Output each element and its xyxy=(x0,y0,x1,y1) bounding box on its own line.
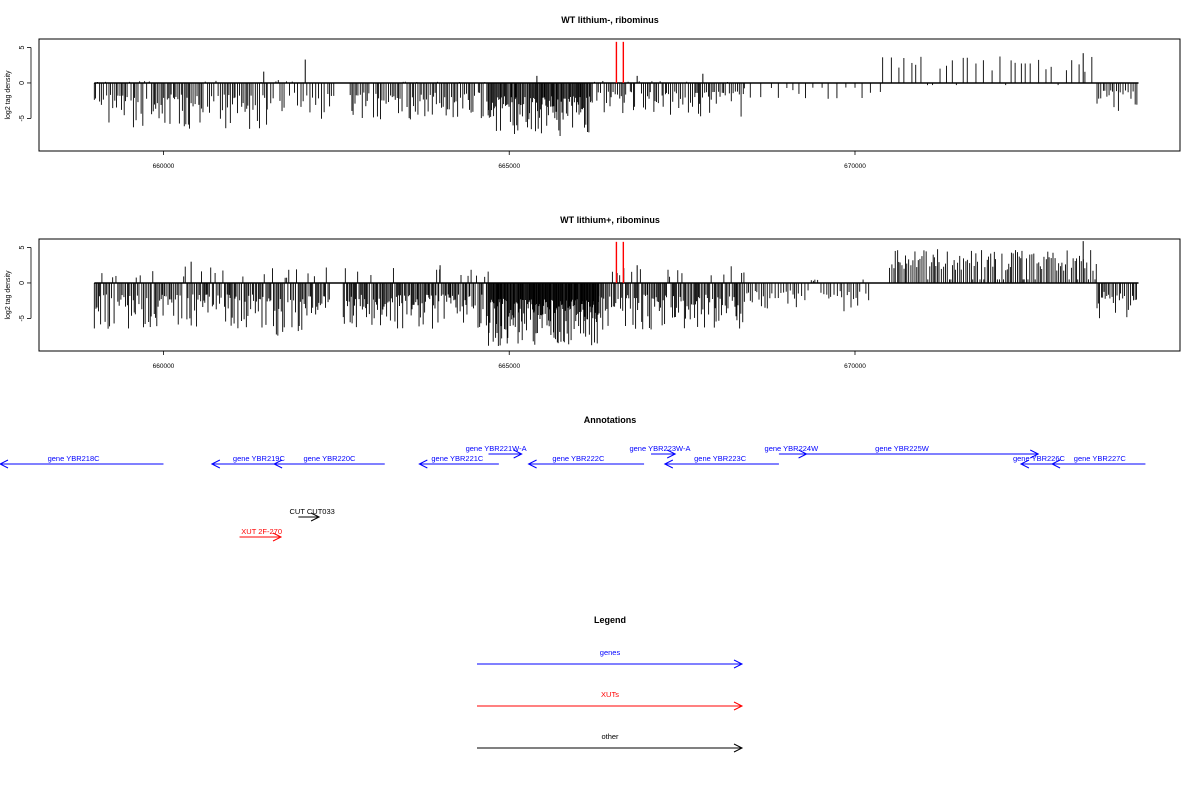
feature-arrow-head xyxy=(0,459,9,469)
x-tick-label: 660000 xyxy=(153,363,175,370)
track-panel-lithium-plus: WT lithium+, ribominus log2 tag density … xyxy=(5,215,1181,370)
feature-label: gene YBR219C xyxy=(233,454,286,463)
feature-arrow-head xyxy=(1050,459,1061,469)
y-axis-label: log2 tag density xyxy=(5,70,12,120)
legend-label: genes xyxy=(600,648,621,657)
feature-gene-ybr223w-a: gene YBR223W-A xyxy=(629,444,690,459)
y-tick-label: 5 xyxy=(19,45,26,49)
feature-arrow-head xyxy=(310,512,321,522)
feature-gene-ybr225w: gene YBR225W xyxy=(806,444,1040,459)
feature-label: CUT CUT033 xyxy=(290,507,335,516)
feature-label: gene YBR223W-A xyxy=(629,444,690,453)
feature-gene-ybr224w: gene YBR224W xyxy=(765,444,820,459)
legend-item-xuts: XUTs xyxy=(477,690,744,711)
feature-label: gene YBR226C xyxy=(1013,454,1066,463)
bar-series xyxy=(93,241,1139,346)
feature-arrow-head xyxy=(527,459,537,469)
feature-arrow-head xyxy=(1019,459,1030,469)
legend-swatch-arrowhead xyxy=(733,743,744,753)
feature-label: gene YBR227C xyxy=(1074,454,1127,463)
feature-arrows: gene YBR218C gene YBR219C gene YBR220C gene… xyxy=(0,444,1146,542)
feature-gene-ybr221c: gene YBR221C xyxy=(418,454,499,469)
y-tick-label: 0 xyxy=(19,281,26,285)
x-tick-label: 670000 xyxy=(844,163,866,170)
y-tick-label: 5 xyxy=(19,245,26,249)
feature-label: gene YBR220C xyxy=(303,454,356,463)
feature-gene-ybr227c: gene YBR227C xyxy=(1050,454,1146,469)
legend-label: other xyxy=(601,732,619,741)
feature-label: XUT 2F-270 xyxy=(241,527,282,536)
y-tick-label: -5 xyxy=(19,315,26,321)
x-tick-label: 670000 xyxy=(844,363,866,370)
feature-arrow-head xyxy=(272,459,283,469)
legend-item-genes: genes xyxy=(477,648,744,669)
y-tick-label: -5 xyxy=(19,115,26,121)
annotations-title: Annotations xyxy=(584,415,637,425)
legend-swatch-arrowhead xyxy=(733,701,744,711)
legend-item-other: other xyxy=(477,732,744,753)
panel-title: WT lithium+, ribominus xyxy=(560,215,660,225)
feature-arrow-head xyxy=(418,459,428,469)
bar-series xyxy=(93,41,1139,137)
feature-arrow-head xyxy=(1030,449,1040,459)
feature-gene-ybr223c: gene YBR223C xyxy=(663,454,779,469)
feature-arrow-head xyxy=(210,459,221,469)
feature-arrow-head xyxy=(272,532,283,542)
feature-label: gene YBR221W-A xyxy=(466,444,527,453)
track-panel-lithium-minus: WT lithium-, ribominus log2 tag density … xyxy=(5,15,1181,170)
legend-items: genes XUTs other xyxy=(477,648,744,753)
feature-label: gene YBR218C xyxy=(48,454,101,463)
axes: 5 0 -5 660000 665000 670000 xyxy=(19,245,866,370)
legend-panel: Legend genes XUTs other xyxy=(477,615,744,753)
feature-gene-ybr222c: gene YBR222C xyxy=(527,454,645,469)
feature-label: gene YBR225W xyxy=(875,444,930,453)
plot-frame xyxy=(38,238,1181,352)
axes: 5 0 -5 660000 665000 670000 xyxy=(19,45,866,170)
feature-label: gene YBR224W xyxy=(765,444,820,453)
x-tick-label: 665000 xyxy=(498,363,520,370)
feature-gene-ybr221w-a: gene YBR221W-A xyxy=(466,444,527,459)
feature-label: gene YBR223C xyxy=(694,454,747,463)
feature-gene-ybr218c: gene YBR218C xyxy=(0,454,164,469)
feature-arrow-head xyxy=(513,449,523,459)
feature-xut-2f-270: XUT 2F-270 xyxy=(239,527,283,542)
feature-label: gene YBR222C xyxy=(552,454,605,463)
legend-title: Legend xyxy=(594,615,626,625)
y-tick-label: 0 xyxy=(19,81,26,85)
feature-label: gene YBR221C xyxy=(431,454,484,463)
annotations-panel: Annotations gene YBR218C gene YBR219C gene… xyxy=(0,415,1146,542)
legend-swatch-arrowhead xyxy=(733,659,744,669)
feature-gene-ybr220c: gene YBR220C xyxy=(272,454,385,469)
feature-arrow-head xyxy=(666,449,677,459)
feature-cut-cut033: CUT CUT033 xyxy=(290,507,335,522)
legend-label: XUTs xyxy=(601,690,619,699)
feature-arrow-head xyxy=(663,459,674,469)
panel-title: WT lithium-, ribominus xyxy=(561,15,659,25)
plot-frame xyxy=(38,38,1181,152)
feature-gene-ybr219c: gene YBR219C xyxy=(210,454,286,469)
x-tick-label: 665000 xyxy=(498,163,520,170)
x-tick-label: 660000 xyxy=(153,163,175,170)
y-axis-label: log2 tag density xyxy=(5,270,12,320)
feature-gene-ybr226c: gene YBR226C xyxy=(1013,454,1066,469)
